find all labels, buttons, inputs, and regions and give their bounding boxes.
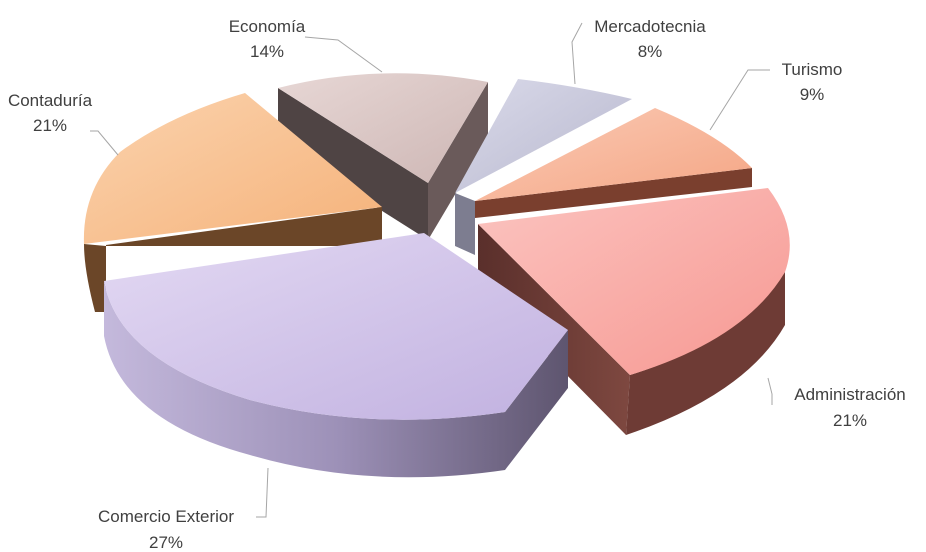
leader-administracion xyxy=(767,377,773,405)
leader-comercio-exterior xyxy=(256,467,269,518)
slice-administracion-top xyxy=(478,188,790,375)
label-turismo: Turismo xyxy=(782,60,843,79)
slice-economia[interactable] xyxy=(278,73,488,240)
label-comercio-exterior: Comercio Exterior xyxy=(98,507,234,526)
slice-mercadotecnia-top xyxy=(455,79,632,193)
label-economia-name: Economía xyxy=(229,17,306,36)
leader-turismo xyxy=(709,69,770,131)
slice-contaduria-top xyxy=(83,93,383,244)
slice-economia-top xyxy=(278,73,488,183)
slice-turismo-side xyxy=(475,168,752,218)
label-administracion-value: 21% xyxy=(833,411,867,430)
slice-turismo-top xyxy=(475,108,752,201)
leader-economia xyxy=(304,36,383,73)
label-comercio-exterior-value: 27% xyxy=(149,533,183,552)
label-administracion: Administración xyxy=(794,385,906,404)
label-mercadotecnia: Mercadotecnia xyxy=(594,17,706,36)
slice-economia-side xyxy=(278,88,428,240)
leader-mercadotecnia xyxy=(571,22,583,85)
slice-turismo[interactable] xyxy=(475,108,752,218)
slice-economia-side-front xyxy=(428,82,488,240)
label-turismo-value: 9% xyxy=(800,85,825,104)
leader-contaduria xyxy=(90,130,119,156)
slices-layer xyxy=(83,73,790,478)
label-contaduria: Contaduría xyxy=(8,91,93,110)
slice-mercadotecnia-side xyxy=(455,193,475,255)
slice-contaduria-side xyxy=(84,207,382,312)
label-economia: Economía xyxy=(229,17,306,36)
slice-contaduria[interactable] xyxy=(83,93,383,312)
label-mercadotecnia-value: 8% xyxy=(638,42,663,61)
label-economia-value: 14% xyxy=(250,42,284,61)
slice-comercio-exterior[interactable] xyxy=(104,233,568,478)
slice-comercio-exterior-side xyxy=(104,281,568,478)
slice-administracion-side-arc xyxy=(626,272,785,435)
leader-lines xyxy=(90,22,773,518)
label-contaduria-value: 21% xyxy=(33,116,67,135)
labels-layer: Economía 14% Mercadotecnia 8% Turismo 9%… xyxy=(8,17,906,552)
slice-comercio-exterior-top xyxy=(104,233,568,420)
slice-mercadotecnia[interactable] xyxy=(455,79,632,255)
